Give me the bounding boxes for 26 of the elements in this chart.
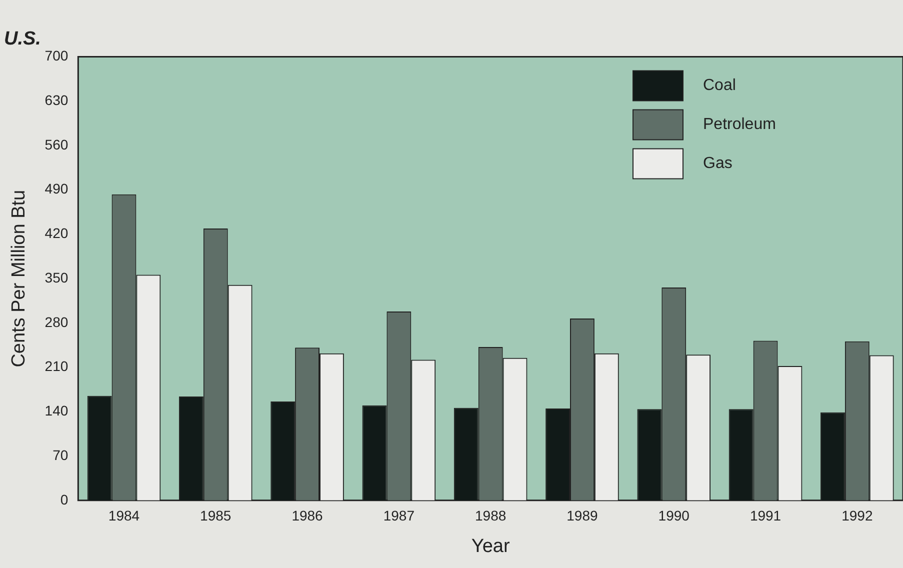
y-tick-label: 140 <box>44 402 68 419</box>
x-tick-label: 1992 <box>842 508 873 524</box>
y-tick-label: 0 <box>60 491 68 508</box>
x-tick-label: 1985 <box>200 508 232 524</box>
chart-title: U.S. <box>4 28 41 50</box>
y-tick-label: 700 <box>44 48 68 64</box>
x-tick-label: 1991 <box>750 508 782 524</box>
y-tick-label: 490 <box>44 180 68 197</box>
x-tick-label: 1989 <box>566 508 598 524</box>
x-tick-label: 1984 <box>108 508 140 524</box>
x-tick-label: 1987 <box>383 508 415 524</box>
y-tick-label: 210 <box>44 358 68 374</box>
legend-label: Gas <box>703 155 732 172</box>
y-tick-label: 560 <box>44 136 68 152</box>
legend-label: Coal <box>703 77 736 94</box>
y-tick-label: 350 <box>44 269 68 286</box>
y-tick-label: 280 <box>44 314 68 330</box>
legend-label: Petroleum <box>703 116 776 134</box>
x-tick-label: 1986 <box>292 508 324 524</box>
x-tick-label: 1990 <box>658 508 690 524</box>
y-tick-label: 630 <box>44 92 68 108</box>
y-tick-label: 70 <box>52 446 68 463</box>
y-tick-label: 420 <box>44 225 68 242</box>
x-axis-title: Year <box>471 536 510 557</box>
y-axis-title: Cents Per Million Btu <box>8 190 30 368</box>
x-tick-label: 1988 <box>475 508 506 524</box>
